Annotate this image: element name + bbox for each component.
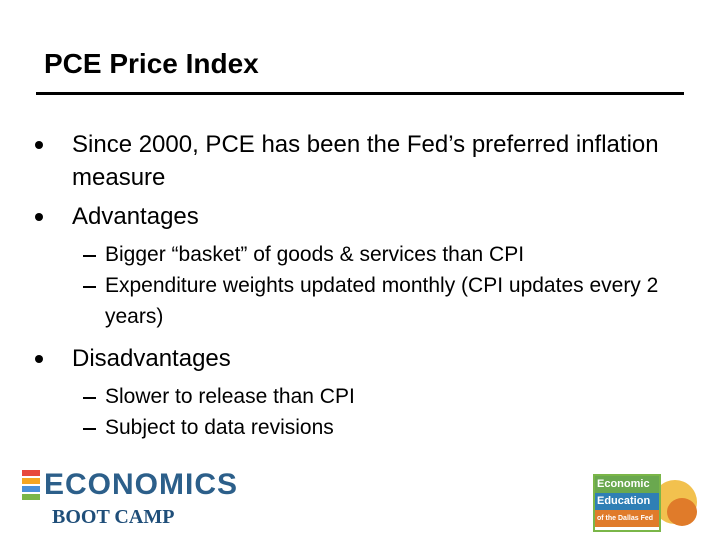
sub-marker xyxy=(83,397,96,399)
sub-marker xyxy=(83,255,96,257)
sub-item: Bigger “basket” of goods & services than… xyxy=(83,239,675,270)
bullet-item: Advantages Bigger “basket” of goods & ser… xyxy=(35,200,687,332)
sub-item: Subject to data revisions xyxy=(83,412,675,443)
sub-list: Bigger “basket” of goods & services than… xyxy=(72,239,687,332)
sub-list: Slower to release than CPI Subject to dat… xyxy=(72,381,687,443)
sub-text: Expenditure weights updated monthly (CPI… xyxy=(105,274,659,328)
sub-marker xyxy=(83,428,96,430)
sub-text: Slower to release than CPI xyxy=(105,385,355,408)
bullet-marker xyxy=(35,213,43,221)
sub-item: Slower to release than CPI xyxy=(83,381,675,412)
bullet-marker xyxy=(35,355,43,363)
logo-word: ECONOMICS xyxy=(44,468,239,501)
economics-boot-camp-logo: ECONOMICS BOOT CAMP xyxy=(22,466,237,530)
bullet-text: Since 2000, PCE has been the Fed’s prefe… xyxy=(72,131,659,191)
logo-line: Education xyxy=(595,493,659,510)
logo-tagline: BOOT CAMP xyxy=(52,506,175,528)
sub-text: Bigger “basket” of goods & services than… xyxy=(105,243,525,266)
logo-line: Economic xyxy=(595,476,659,493)
logo-blocks xyxy=(22,470,40,502)
bullet-marker xyxy=(35,141,43,149)
slide-title: PCE Price Index xyxy=(44,48,259,79)
logo-line: of the Dallas Fed xyxy=(595,510,659,527)
logo-circle xyxy=(667,498,697,526)
logo-box: Economic Education of the Dallas Fed xyxy=(593,474,661,532)
sub-text: Subject to data revisions xyxy=(105,416,334,439)
bullet-text: Advantages xyxy=(72,203,199,230)
dallas-fed-logo: Economic Education of the Dallas Fed xyxy=(593,472,703,532)
bullet-item: Disadvantages Slower to release than CPI S… xyxy=(35,342,687,443)
title-rule xyxy=(36,92,684,95)
bullet-item: Since 2000, PCE has been the Fed’s prefe… xyxy=(35,128,687,200)
bullet-text: Disadvantages xyxy=(72,345,231,372)
sub-item: Expenditure weights updated monthly (CPI… xyxy=(83,270,675,332)
bullet-list: Since 2000, PCE has been the Fed’s prefe… xyxy=(0,128,720,453)
sub-marker xyxy=(83,286,96,288)
